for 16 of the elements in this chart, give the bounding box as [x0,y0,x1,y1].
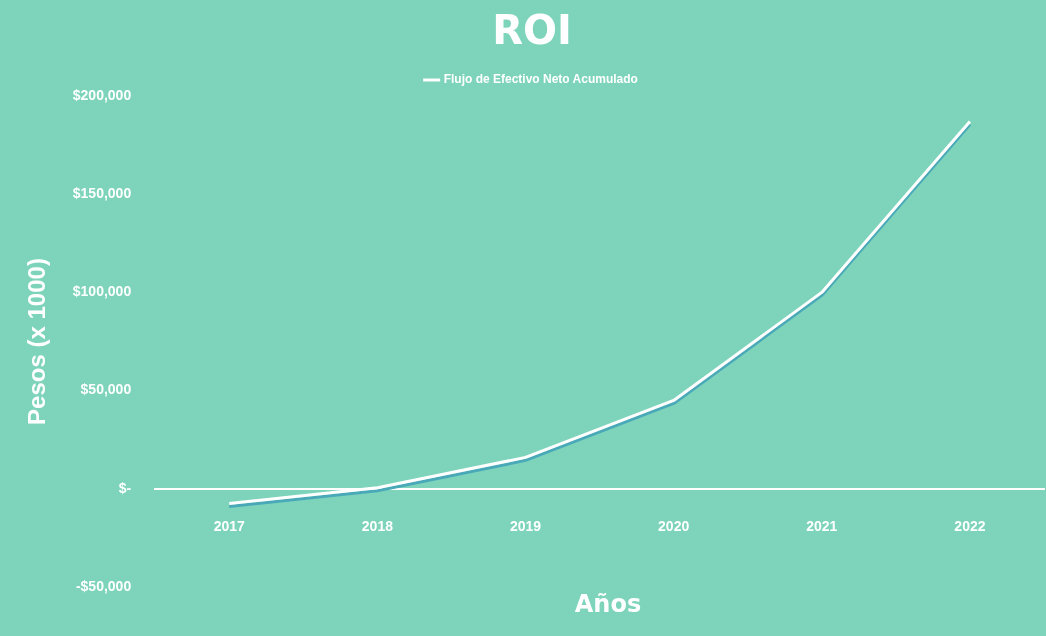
legend-label: Flujo de Efectivo Neto Acumulado [443,72,638,87]
y-tick-label: $200,000 [72,86,132,103]
y-tick-label: $- [118,479,132,496]
x-tick-label: 2021 [806,518,838,535]
y-tick-label: $100,000 [72,283,132,300]
y-tick-label: -$50,000 [75,577,132,594]
y-tick-label: $50,000 [80,381,132,398]
chart-title: ROI [492,7,572,54]
x-tick-label: 2022 [954,518,986,535]
x-axis-title: Años [573,590,643,618]
x-tick-label: 2020 [658,518,690,535]
x-tick-label: 2017 [213,518,246,535]
y-axis-title: Pesos (x 1000) [23,258,51,425]
y-tick-label: $150,000 [72,185,132,202]
x-tick-label: 2019 [509,518,542,535]
x-tick-label: 2018 [361,518,394,535]
